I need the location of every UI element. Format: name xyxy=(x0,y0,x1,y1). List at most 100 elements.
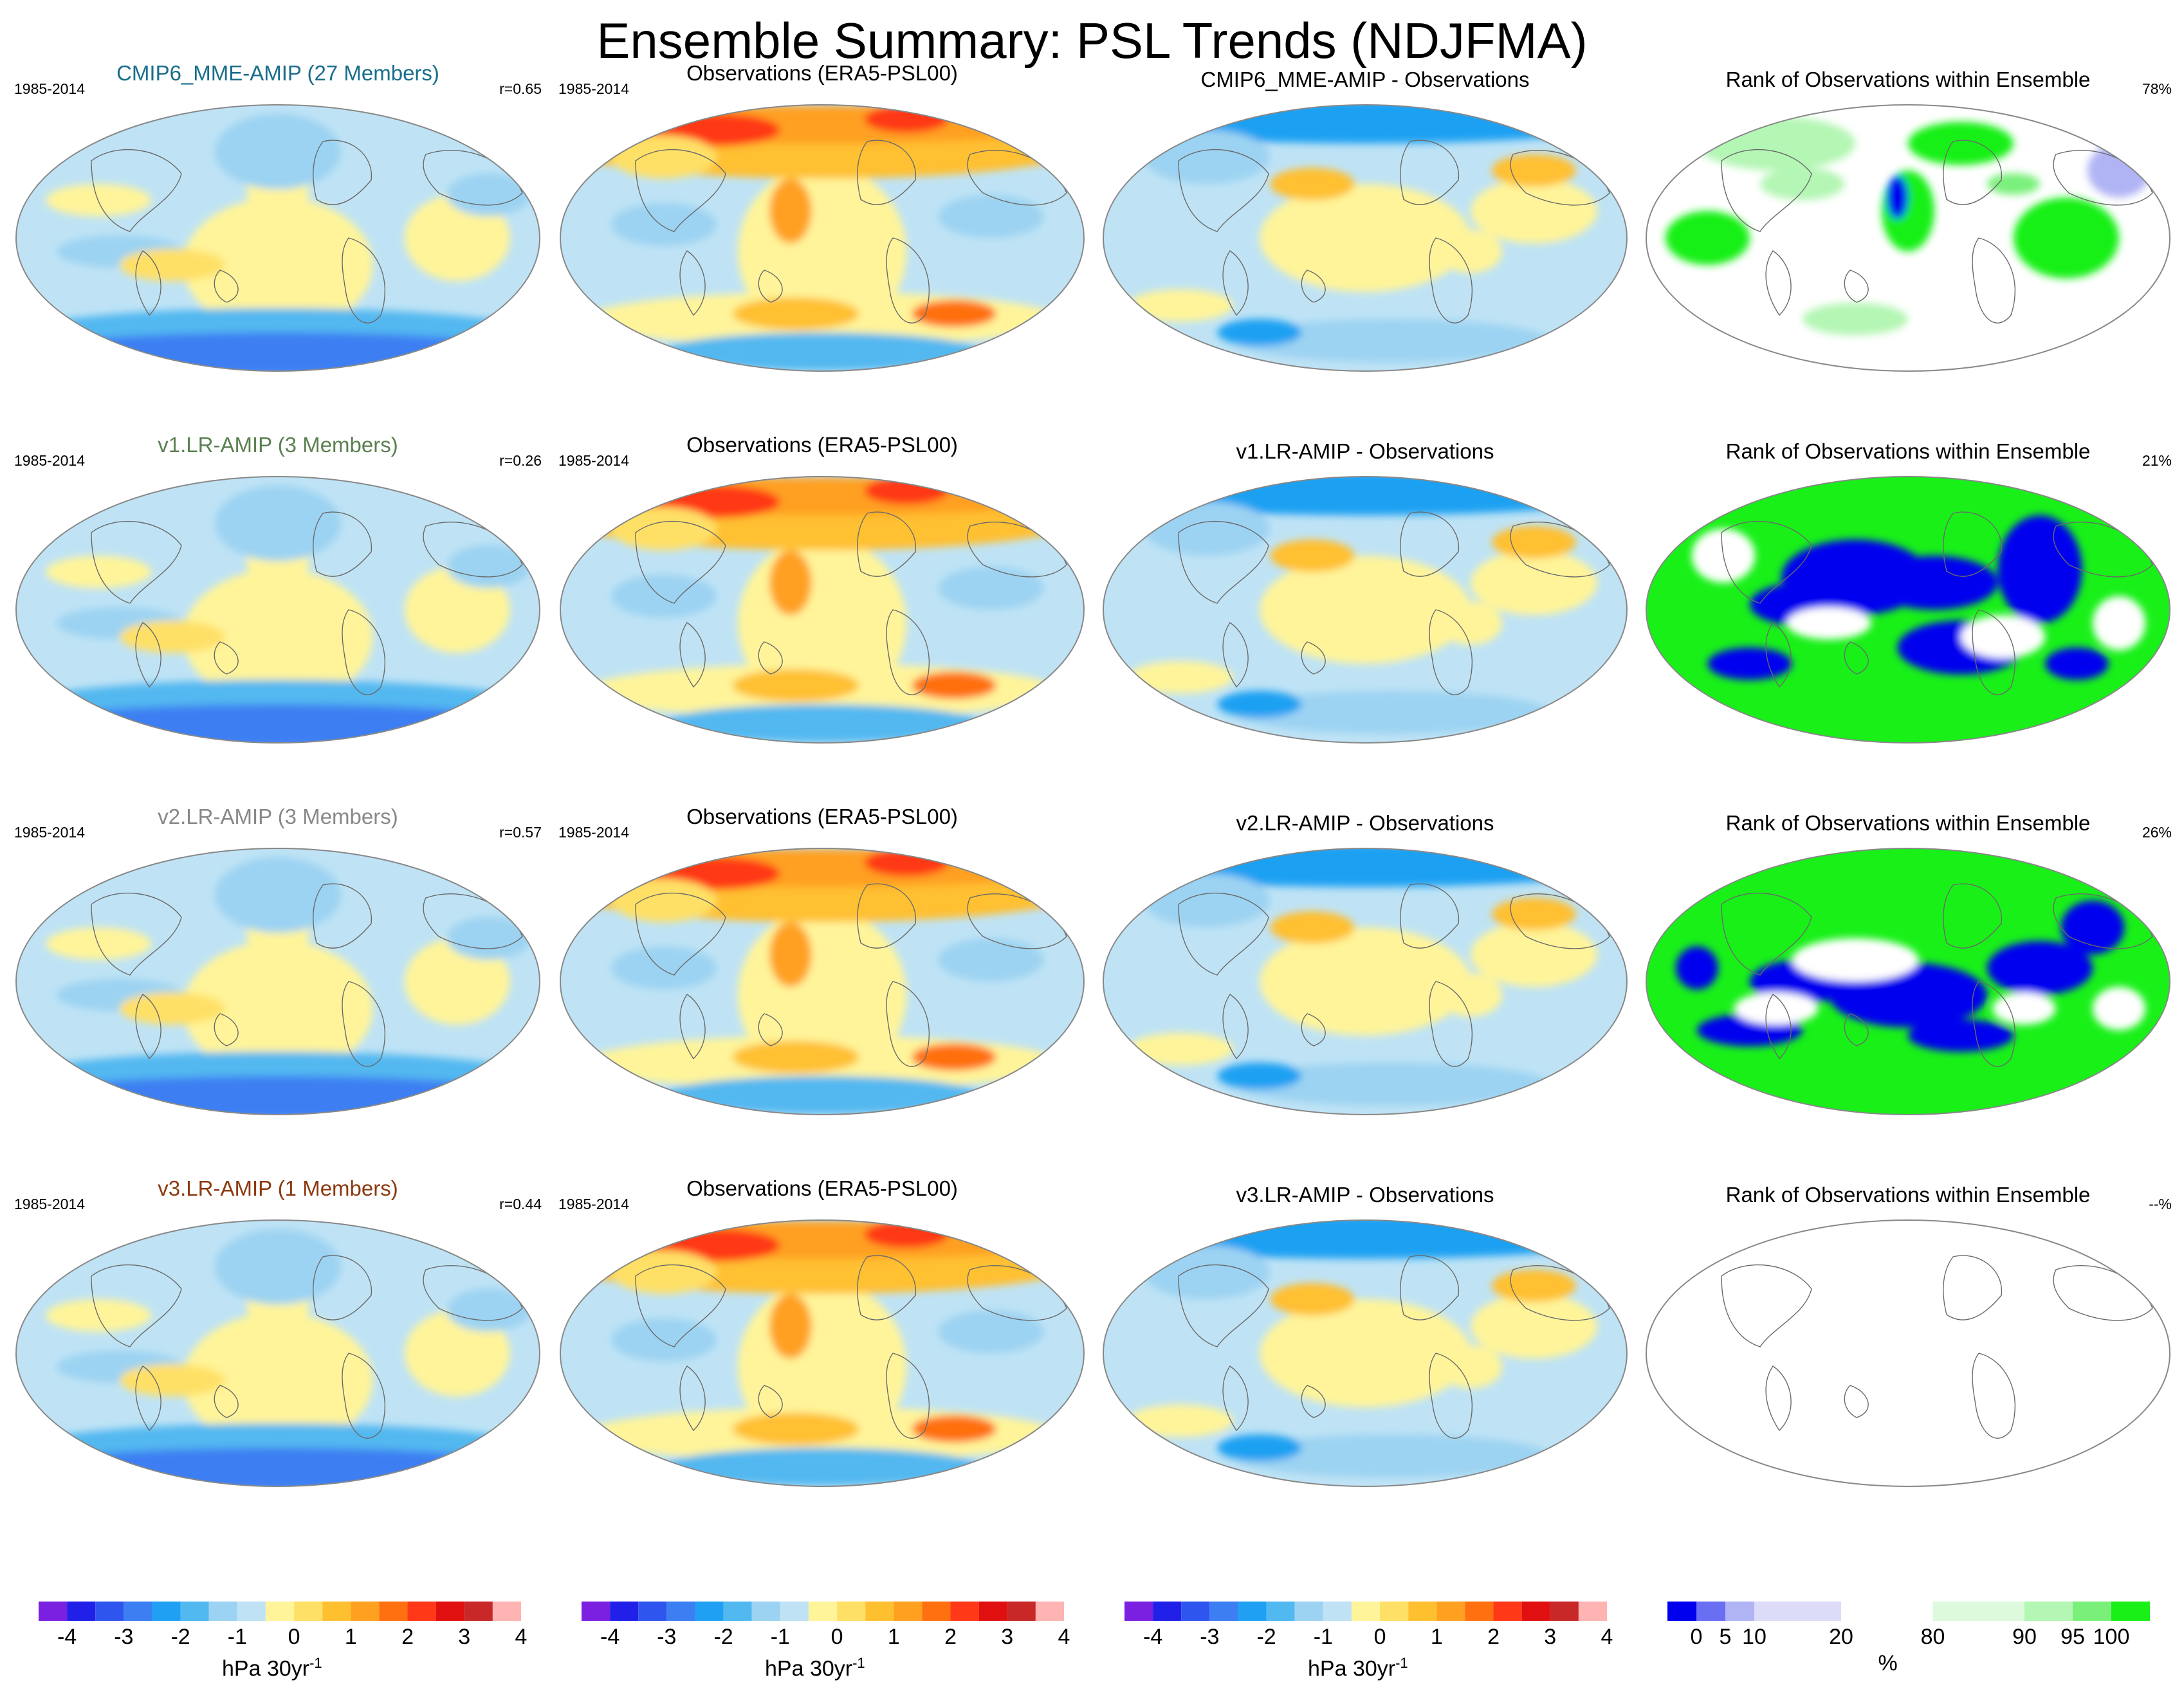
colorbar-tick-label: 10 xyxy=(1742,1625,1766,1649)
colorbar-swatch xyxy=(237,1602,266,1621)
colorbar-tick-label: -2 xyxy=(1256,1625,1276,1649)
correlation-label: r=0.65 xyxy=(499,80,542,97)
colorbar-tick-label: -3 xyxy=(657,1625,676,1649)
rank-title: Rank of Observations within Ensemble xyxy=(1725,68,2091,91)
colorbar-tick-label: -3 xyxy=(1200,1625,1219,1649)
obs-trend-map xyxy=(560,1219,1085,1487)
colorbar-swatch xyxy=(492,1602,521,1621)
colorbar-swatch xyxy=(124,1602,152,1621)
rank-title: Rank of Observations within Ensemble xyxy=(1725,1183,2091,1207)
colorbar-tick-label: -1 xyxy=(771,1625,790,1649)
colorbar-swatch xyxy=(978,1602,1007,1621)
colorbar-swatch xyxy=(922,1602,951,1621)
colorbar-swatch xyxy=(582,1602,610,1621)
colorbar-swatch xyxy=(2073,1602,2111,1621)
model-trend-map xyxy=(15,104,540,372)
colorbar-swatch xyxy=(780,1602,809,1621)
colorbar-tick-label: 1 xyxy=(345,1625,357,1649)
colorbar-swatch xyxy=(95,1602,124,1621)
trend-colorbar: -4 -3 -2 -1 0 1 2 3 4 xyxy=(1124,1602,1613,1649)
colorbar-unit-label: % xyxy=(1878,1651,1898,1675)
period-label: 1985-2014 xyxy=(558,452,629,469)
unit-text: hPa 30yr xyxy=(1308,1656,1396,1681)
colorbar-swatch xyxy=(39,1602,68,1621)
colorbar-tick-label: -1 xyxy=(1314,1625,1333,1649)
colorbar-unit-label: hPa 30yr-1 xyxy=(1308,1650,1408,1681)
obs-trend-map xyxy=(560,848,1085,1115)
diff-trend-map xyxy=(1103,1219,1628,1487)
rank-percent: 78% xyxy=(2142,80,2172,97)
rank-map xyxy=(1646,1219,2170,1487)
colorbar-tick-label: -4 xyxy=(57,1625,77,1649)
colorbar-swatch xyxy=(208,1602,237,1621)
period-label: 1985-2014 xyxy=(558,824,629,841)
colorbar-swatch xyxy=(1294,1602,1323,1621)
colorbar-tick-label: 5 xyxy=(1720,1625,1732,1649)
colorbar-unit-label: hPa 30yr-1 xyxy=(222,1650,322,1681)
colorbar-tick-label: 0 xyxy=(831,1625,843,1649)
colorbar-tick-label: 1 xyxy=(1431,1625,1443,1649)
rank-percent: 26% xyxy=(2142,824,2172,841)
colorbar-swatch xyxy=(152,1602,181,1621)
colorbar-tick-label: 4 xyxy=(1058,1625,1070,1649)
period-label: 1985-2014 xyxy=(558,80,629,97)
colorbar-swatch xyxy=(67,1602,96,1621)
period-label: 1985-2014 xyxy=(14,80,85,97)
unit-text: hPa 30yr xyxy=(222,1656,310,1681)
period-label: 1985-2014 xyxy=(14,452,85,469)
model-title: v2.LR-AMIP (3 Members) xyxy=(158,805,398,828)
model-title: CMIP6_MME-AMIP (27 Members) xyxy=(116,61,439,85)
colorbar-swatch xyxy=(1725,1602,1754,1621)
colorbar-swatch xyxy=(1436,1602,1465,1621)
colorbar-tick-label: 2 xyxy=(1487,1625,1500,1649)
colorbar-unit-label: hPa 30yr-1 xyxy=(765,1650,865,1681)
period-label: 1985-2014 xyxy=(558,1196,629,1212)
colorbar-swatch xyxy=(1351,1602,1381,1621)
colorbar-tick-label: 0 xyxy=(1374,1625,1386,1649)
colorbar-swatch xyxy=(322,1602,351,1621)
rank-map xyxy=(1646,476,2170,744)
trend-colorbar: -4 -3 -2 -1 0 1 2 3 4 xyxy=(582,1602,1070,1649)
colorbar-swatch xyxy=(1181,1602,1210,1621)
colorbar-tick-label: 90 xyxy=(2012,1625,2037,1649)
diff-title: CMIP6_MME-AMIP - Observations xyxy=(1200,68,1530,91)
colorbar-swatch xyxy=(180,1602,209,1621)
obs-title: Observations (ERA5-PSL00) xyxy=(686,433,958,457)
colorbar-swatch xyxy=(1209,1602,1238,1621)
obs-trend-map xyxy=(560,104,1085,372)
colorbar-swatch xyxy=(2111,1602,2150,1621)
diff-trend-map xyxy=(1103,104,1628,372)
figure-title: Ensemble Summary: PSL Trends (NDJFMA) xyxy=(596,12,1588,69)
colorbar-swatch xyxy=(666,1602,695,1621)
unit-exponent: -1 xyxy=(1395,1655,1408,1671)
colorbar-swatch xyxy=(837,1602,866,1621)
colorbar-swatch xyxy=(1696,1602,1725,1621)
colorbar-swatch xyxy=(1124,1602,1153,1621)
colorbar-tick-label: 95 xyxy=(2060,1625,2085,1649)
colorbar-swatch xyxy=(407,1602,436,1621)
colorbar-swatch xyxy=(638,1602,667,1621)
period-label: 1985-2014 xyxy=(14,824,85,841)
rank-title: Rank of Observations within Ensemble xyxy=(1725,811,2091,835)
colorbar-swatch xyxy=(1007,1602,1036,1621)
colorbar-tick-label: 0 xyxy=(288,1625,300,1649)
colorbar-swatch xyxy=(265,1602,295,1621)
colorbar-tick-label: 100 xyxy=(2093,1625,2130,1649)
model-trend-map xyxy=(15,1219,540,1487)
model-title: v1.LR-AMIP (3 Members) xyxy=(158,433,398,457)
colorbar-swatch xyxy=(1932,1602,2024,1621)
rank-percent: 21% xyxy=(2142,452,2172,469)
rank-percent: --% xyxy=(2149,1196,2172,1212)
colorbar-swatch xyxy=(1266,1602,1295,1621)
trend-colorbar: -4 -3 -2 -1 0 1 2 3 4 xyxy=(39,1602,527,1649)
colorbar-swatch xyxy=(695,1602,724,1621)
unit-exponent: -1 xyxy=(309,1655,322,1671)
colorbar-swatch xyxy=(1667,1602,1696,1621)
colorbar-swatch xyxy=(723,1602,752,1621)
colorbar-swatch xyxy=(294,1602,323,1621)
colorbar-swatch xyxy=(1754,1602,1841,1621)
colorbar-swatch xyxy=(379,1602,408,1621)
colorbar-tick-label: 1 xyxy=(888,1625,900,1649)
unit-exponent: -1 xyxy=(852,1655,865,1671)
correlation-label: r=0.57 xyxy=(499,824,542,841)
